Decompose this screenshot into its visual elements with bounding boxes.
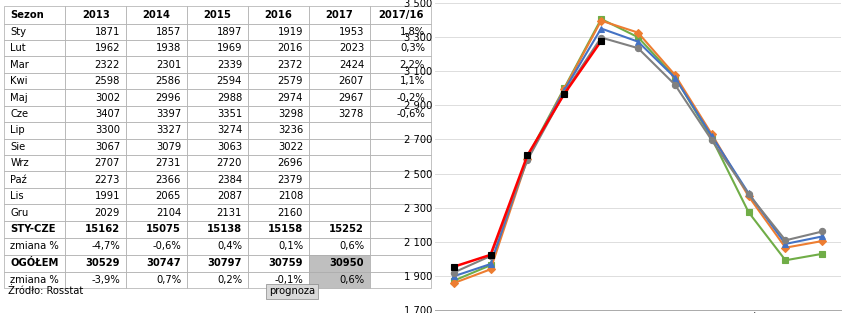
2017 <box>522 153 532 157</box>
2016 <box>448 271 458 275</box>
2017 <box>559 92 569 96</box>
2017 <box>485 253 495 257</box>
2016 <box>669 83 679 86</box>
2016 <box>780 239 790 242</box>
2016 <box>632 46 642 50</box>
2015 <box>632 40 642 44</box>
2016 <box>559 91 569 95</box>
2014 <box>816 239 826 243</box>
2014 <box>669 73 679 77</box>
2016 <box>485 254 495 258</box>
2013 <box>780 259 790 262</box>
2015 <box>485 262 495 266</box>
2014 <box>485 267 495 271</box>
2016 <box>706 138 716 142</box>
2014 <box>522 157 532 161</box>
2014 <box>448 281 458 285</box>
2015 <box>522 156 532 159</box>
Line: 2017: 2017 <box>450 38 603 270</box>
2013 <box>485 263 495 267</box>
2015 <box>669 76 679 80</box>
2016 <box>743 192 753 196</box>
2014 <box>743 194 753 198</box>
Line: 2014: 2014 <box>450 18 825 286</box>
2015 <box>816 234 826 238</box>
2015 <box>743 192 753 195</box>
2013 <box>743 210 753 214</box>
2013 <box>669 75 679 79</box>
Text: prognoza: prognoza <box>268 286 315 296</box>
2017 <box>595 39 605 43</box>
2015 <box>780 242 790 246</box>
2014 <box>559 87 569 91</box>
2014 <box>595 19 605 23</box>
2015 <box>448 275 458 278</box>
2016 <box>595 36 605 39</box>
2013 <box>522 155 532 159</box>
2016 <box>522 158 532 162</box>
2013 <box>448 279 458 283</box>
2015 <box>559 89 569 92</box>
2016 <box>816 230 826 233</box>
2014 <box>706 132 716 136</box>
Line: 2016: 2016 <box>450 34 825 276</box>
Line: 2015: 2015 <box>450 25 825 280</box>
2013 <box>632 35 642 39</box>
Line: 2013: 2013 <box>450 16 825 284</box>
2013 <box>559 86 569 90</box>
2014 <box>632 31 642 34</box>
2013 <box>706 136 716 140</box>
2015 <box>595 27 605 30</box>
2017 <box>448 265 458 269</box>
2013 <box>595 17 605 21</box>
2015 <box>706 134 716 138</box>
2013 <box>816 252 826 256</box>
2014 <box>780 246 790 249</box>
Text: Żródło: Rosstat: Żródło: Rosstat <box>8 286 84 296</box>
